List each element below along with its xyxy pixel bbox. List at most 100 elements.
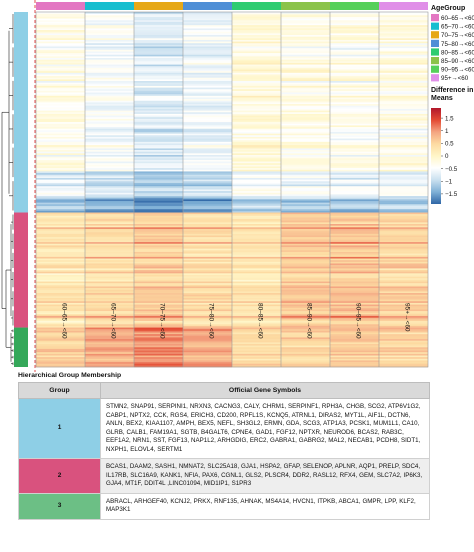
heatmap-cell [134, 270, 183, 272]
heatmap-cell [183, 299, 232, 302]
heatmap-cell [281, 348, 330, 351]
heatmap-cell [330, 309, 379, 312]
heatmap-cell [85, 256, 134, 259]
heatmap-cell [232, 281, 281, 284]
heatmap-cell [281, 289, 330, 292]
heatmap-cell [85, 228, 134, 231]
heatmap-cell [330, 107, 379, 110]
heatmap-cell [281, 307, 330, 310]
heatmap-cell [330, 209, 379, 212]
heatmap-cell [281, 309, 330, 312]
heatmap-cell [134, 12, 183, 14]
heatmap-cell [232, 141, 281, 144]
heatmap-cell [232, 332, 281, 335]
heatmap-cell [232, 120, 281, 123]
heatmap-cell [232, 237, 281, 240]
heatmap-cell [379, 245, 428, 248]
heatmap-cell [134, 296, 183, 299]
heatmap-cell [183, 97, 232, 100]
heatmap-cell [330, 332, 379, 335]
heatmap-cell [379, 248, 428, 251]
heatmap-cell [330, 330, 379, 333]
heatmap-cell [232, 196, 281, 199]
heatmap-cell [85, 67, 134, 70]
heatmap-cell [379, 335, 428, 338]
heatmap-cell [183, 316, 232, 318]
heatmap-cell [281, 215, 330, 218]
heatmap-cell [36, 146, 85, 149]
heatmap-cell [85, 56, 134, 59]
heatmap-cell [330, 130, 379, 133]
heatmap-cell [379, 260, 428, 263]
column-label: 60–65→<60 [61, 303, 68, 339]
heatmap-cell [330, 358, 379, 361]
heatmap-cell [183, 20, 232, 23]
column-annotation-cell [85, 2, 134, 10]
heatmap-cell [281, 201, 330, 203]
heatmap-cell [330, 67, 379, 70]
heatmap-cell [232, 151, 281, 154]
heatmap-cell [134, 158, 183, 161]
heatmap-cell [232, 16, 281, 19]
heatmap-cell [85, 227, 134, 230]
heatmap-cell [183, 191, 232, 194]
heatmap-cell [330, 25, 379, 28]
heatmap-cell [330, 250, 379, 253]
heatmap-cell [330, 191, 379, 194]
heatmap-cell [134, 181, 183, 184]
heatmap-cell [330, 196, 379, 199]
heatmap-cell [232, 94, 281, 97]
heatmap-cell [330, 95, 379, 98]
color-scale-tick-label: 0 [445, 153, 449, 160]
heatmap-cell [36, 110, 85, 113]
heatmap-cell [379, 217, 428, 220]
heatmap-cell [85, 18, 134, 21]
heatmap-cell [36, 316, 85, 318]
heatmap-cell [183, 258, 232, 261]
heatmap-cell [232, 357, 281, 360]
heatmap-cell [183, 196, 232, 199]
heatmap-cell [134, 342, 183, 345]
heatmap-cell [379, 253, 428, 256]
heatmap-cell [183, 281, 232, 284]
heatmap-cell [330, 306, 379, 309]
heatmap-cell [281, 151, 330, 154]
heatmap-cell [281, 41, 330, 44]
heatmap-cell [330, 271, 379, 274]
heatmap-cell [330, 235, 379, 238]
heatmap-cell [36, 104, 85, 106]
heatmap-cell [36, 353, 85, 356]
heatmap-cell [36, 158, 85, 161]
heatmap-cell [281, 242, 330, 245]
heatmap-cell [281, 43, 330, 46]
heatmap-cell [281, 330, 330, 333]
heatmap-cell [379, 278, 428, 281]
heatmap-cell [330, 92, 379, 95]
heatmap-cell [134, 191, 183, 194]
heatmap-cell [36, 343, 85, 346]
heatmap-cell [36, 220, 85, 223]
heatmap-cell [281, 247, 330, 249]
heatmap-cell [183, 95, 232, 98]
agegroup-legend-swatch [431, 22, 439, 30]
heatmap-cell [281, 69, 330, 72]
heatmap-cell [232, 284, 281, 287]
header-group: Group [18, 382, 101, 399]
heatmap-cell [281, 355, 330, 358]
heatmap-cell [379, 67, 428, 70]
heatmap-cell [232, 256, 281, 259]
heatmap-cell [281, 204, 330, 207]
heatmap-cell [134, 358, 183, 361]
heatmap-cell [232, 228, 281, 231]
heatmap-cell [232, 66, 281, 69]
heatmap-cell [281, 270, 330, 272]
heatmap-cell [183, 222, 232, 225]
heatmap-cell [379, 53, 428, 56]
heatmap-cell [281, 250, 330, 253]
heatmap-cell [85, 71, 134, 74]
heatmap-cell [379, 150, 428, 152]
heatmap-cell [36, 355, 85, 358]
heatmap-cell [330, 242, 379, 245]
heatmap-cell [379, 289, 428, 292]
heatmap-cell [379, 325, 428, 328]
